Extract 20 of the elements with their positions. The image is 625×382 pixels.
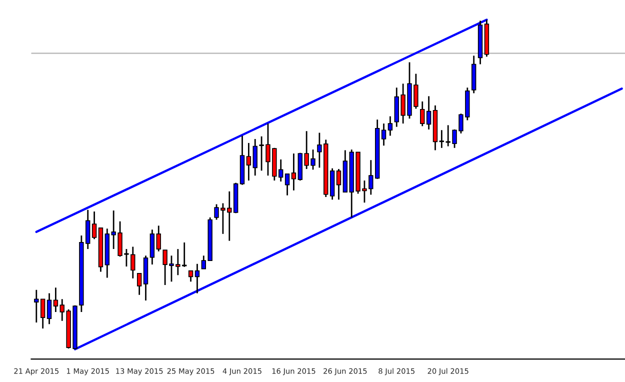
candlestick [388, 116, 393, 136]
candlestick [381, 122, 386, 146]
candlestick [336, 168, 342, 200]
candlestick [150, 228, 155, 266]
candlestick [439, 129, 444, 149]
candlestick [420, 100, 425, 127]
candlestick [92, 210, 97, 240]
candlestick [284, 173, 290, 196]
candlestick [136, 272, 142, 296]
candlestick [53, 286, 58, 313]
candlestick [34, 289, 39, 324]
candlestick [291, 152, 296, 192]
candlestick [188, 270, 194, 282]
candlestick [246, 142, 252, 182]
candlestick [426, 96, 432, 130]
candlestick [46, 292, 52, 325]
candlestick [156, 224, 161, 252]
candlestick [194, 263, 200, 294]
candlestick [40, 298, 46, 330]
candlestick [252, 138, 258, 176]
